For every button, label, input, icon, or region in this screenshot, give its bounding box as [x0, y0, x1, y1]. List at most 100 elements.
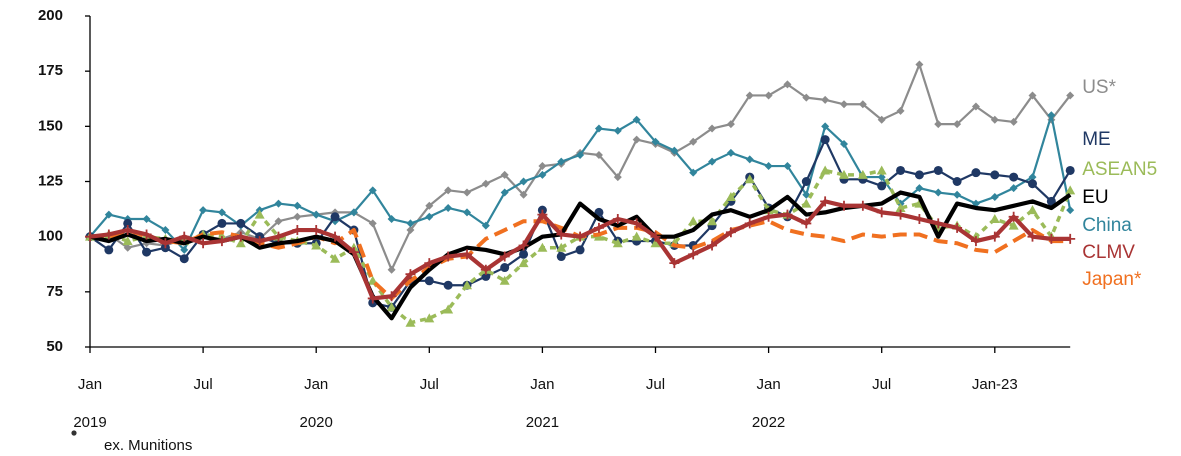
footnote-bullet	[71, 430, 77, 436]
marker	[424, 313, 435, 323]
marker	[650, 238, 661, 248]
series-label: China	[1082, 215, 1132, 236]
marker	[312, 210, 321, 219]
marker	[801, 177, 811, 186]
marker	[895, 209, 906, 220]
marker	[801, 198, 812, 208]
marker	[744, 174, 755, 184]
y-tick-label: 150	[38, 117, 63, 134]
marker	[820, 196, 831, 207]
marker	[367, 293, 378, 304]
marker	[236, 218, 246, 228]
marker	[1009, 184, 1018, 193]
series-line	[89, 190, 1072, 321]
marker	[499, 251, 510, 262]
marker	[876, 165, 887, 175]
marker	[462, 280, 472, 290]
marker	[896, 165, 906, 175]
marker	[933, 218, 944, 229]
marker	[1027, 231, 1038, 242]
marker	[444, 186, 453, 195]
marker	[934, 188, 943, 197]
marker	[556, 252, 566, 262]
marker	[311, 225, 322, 236]
marker	[123, 243, 132, 252]
marker	[557, 157, 566, 166]
marker	[839, 169, 849, 179]
y-tick-label: 50	[46, 338, 63, 355]
marker	[725, 191, 736, 201]
marker	[896, 106, 905, 115]
marker	[387, 265, 396, 274]
marker	[1065, 185, 1076, 195]
marker	[1066, 91, 1075, 100]
marker	[708, 157, 717, 166]
marker	[971, 102, 980, 111]
marker	[575, 245, 585, 255]
marker	[386, 302, 397, 312]
marker	[915, 184, 924, 193]
x-tick-label: Jan-23	[972, 376, 1018, 393]
marker	[726, 148, 735, 157]
marker	[160, 238, 171, 249]
marker	[802, 93, 811, 102]
marker	[632, 135, 641, 144]
marker	[613, 173, 622, 182]
marker	[631, 231, 642, 241]
marker	[518, 258, 529, 268]
marker	[877, 115, 886, 124]
marker	[953, 120, 962, 129]
series-label: ASEAN5	[1082, 159, 1157, 180]
marker	[970, 236, 981, 247]
marker	[801, 218, 812, 229]
marker	[1047, 111, 1056, 120]
marker	[104, 245, 114, 255]
marker	[952, 177, 962, 186]
marker	[274, 217, 283, 226]
marker	[745, 91, 754, 100]
marker	[217, 218, 227, 228]
marker	[537, 209, 548, 220]
marker	[651, 137, 660, 146]
marker	[1065, 165, 1075, 175]
marker	[161, 226, 170, 235]
marker	[481, 271, 491, 281]
marker	[499, 275, 510, 285]
marker	[425, 212, 434, 221]
marker	[1009, 172, 1019, 182]
marker	[348, 247, 359, 258]
marker	[613, 126, 622, 135]
marker	[424, 258, 435, 269]
y-tick-label: 100	[38, 228, 63, 245]
x-tick-label: Jul	[646, 376, 665, 393]
marker	[821, 122, 830, 131]
marker	[914, 170, 924, 180]
series-label: US*	[1082, 77, 1116, 98]
marker	[840, 100, 848, 109]
marker	[575, 231, 586, 242]
marker	[820, 135, 830, 145]
marker	[594, 124, 603, 133]
marker	[443, 304, 454, 314]
marker	[612, 214, 623, 225]
marker	[689, 137, 698, 146]
marker	[292, 225, 303, 236]
marker	[199, 206, 208, 215]
marker	[952, 222, 963, 233]
marker	[857, 200, 868, 211]
marker	[368, 219, 377, 228]
y-tick-label: 200	[38, 7, 63, 24]
y-tick-label: 75	[46, 283, 63, 300]
marker	[877, 173, 886, 182]
marker	[857, 169, 868, 179]
series-5	[85, 196, 1076, 304]
marker	[839, 200, 849, 211]
marker	[632, 115, 641, 124]
marker	[122, 236, 133, 246]
marker	[631, 218, 642, 229]
marker	[990, 192, 999, 201]
marker	[330, 212, 340, 222]
marker	[387, 215, 396, 224]
marker	[914, 214, 925, 225]
marker	[821, 95, 830, 104]
